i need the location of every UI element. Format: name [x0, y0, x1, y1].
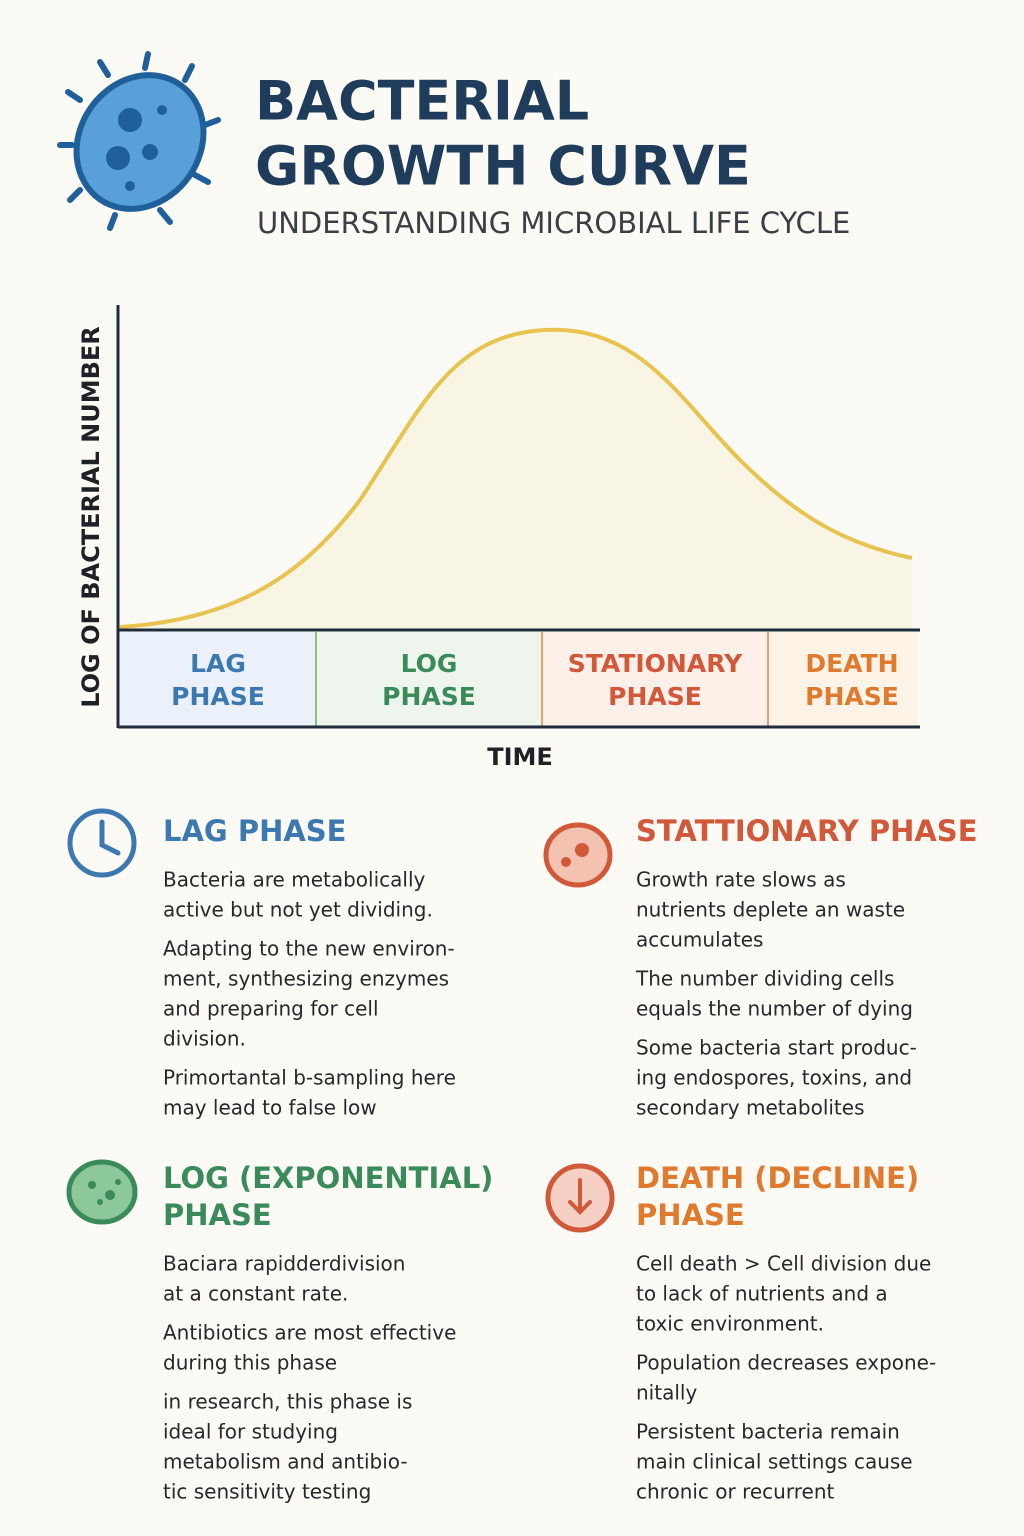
- body-text: at a constant rate.: [163, 1282, 348, 1306]
- body-text: Primortantal b-sampling here: [163, 1066, 456, 1090]
- phase-label: PHASE: [382, 682, 476, 711]
- title: GROWTH CURVE: [255, 135, 751, 198]
- phase-label: STATIONARY: [568, 649, 743, 678]
- growth-curve: LOG OF BACTERIAL NUMBER TIME: [77, 305, 920, 771]
- body-text: Growth rate slows as: [636, 868, 846, 892]
- body-text: metabolism and antibio-: [163, 1450, 408, 1474]
- section-title: DEATH (DECLINE): [636, 1161, 919, 1195]
- body-text: nutrients deplete an waste: [636, 898, 905, 922]
- body-text: toxic environment.: [636, 1312, 824, 1336]
- curve-area: [120, 329, 912, 630]
- phase-label: DEATH: [805, 649, 898, 678]
- phase-label: LOG: [401, 649, 458, 678]
- phase-label: PHASE: [805, 682, 899, 711]
- body-text: equals the number of dying: [636, 997, 913, 1021]
- section-title: STATTIONARY PHASE: [636, 814, 978, 848]
- curve-line: [119, 327, 913, 629]
- stationary-band: [542, 632, 768, 726]
- phase-label: PHASE: [608, 682, 702, 711]
- phase-label: LAG: [190, 649, 246, 678]
- y-axis-label: LOG OF BACTERIAL NUMBER: [77, 326, 105, 708]
- section-title: LAG PHASE: [163, 814, 347, 848]
- body-text: Baciara rapidderdivision: [163, 1252, 405, 1276]
- body-text: during this phase: [163, 1351, 337, 1375]
- body-text: Persistent bacteria remain: [636, 1420, 900, 1444]
- body-text: The number dividing cells: [635, 967, 894, 991]
- x-axis-label: TIME: [487, 743, 553, 771]
- section-title: PHASE: [163, 1198, 272, 1232]
- body-text: ideal for studying: [163, 1420, 338, 1444]
- body-text: accumulates: [636, 928, 763, 952]
- section-icons: [66, 808, 615, 1233]
- title: BACTERIAL: [255, 70, 589, 133]
- body-text: nitally: [636, 1381, 697, 1405]
- body-text: ment, synthesizing enzymes: [163, 967, 449, 991]
- phase-label: PHASE: [171, 682, 265, 711]
- body-text: Some bacteria start produc-: [636, 1036, 917, 1060]
- body-text: active but not yet dividing.: [163, 898, 433, 922]
- body-text: Population decreases expone-: [636, 1351, 936, 1375]
- log-band: [316, 632, 542, 726]
- body-text: may lead to false low: [163, 1096, 377, 1120]
- body-text: and preparing for cell: [163, 997, 379, 1021]
- section-title: LOG (EXPONENTIAL): [163, 1161, 493, 1195]
- body-text: to lack of nutrients and a: [636, 1282, 888, 1306]
- body-text: Adapting to the new environ-: [163, 937, 455, 961]
- body-text: division.: [163, 1027, 246, 1051]
- body-text: Cell death > Cell division due: [636, 1252, 931, 1276]
- body-text: chronic or recurrent: [636, 1480, 834, 1504]
- body-text: main clinical settings cause: [636, 1450, 913, 1474]
- body-text: Antibiotics are most effective: [163, 1321, 456, 1345]
- body-text: in research, this phase is: [163, 1390, 412, 1414]
- death-band: [768, 632, 918, 726]
- body-text: ing endospores, toxins, and: [636, 1066, 912, 1090]
- body-text: secondary metabolites: [636, 1096, 865, 1120]
- section-title: PHASE: [636, 1198, 745, 1232]
- body-text: Bacteria are metabolically: [163, 868, 426, 892]
- body-text: tic sensitivity testing: [163, 1480, 371, 1504]
- bacterium-icon: [57, 51, 221, 231]
- subtitle: UNDERSTANDING MICROBIAL LIFE CYCLE: [257, 206, 850, 240]
- lag-band: [120, 632, 316, 726]
